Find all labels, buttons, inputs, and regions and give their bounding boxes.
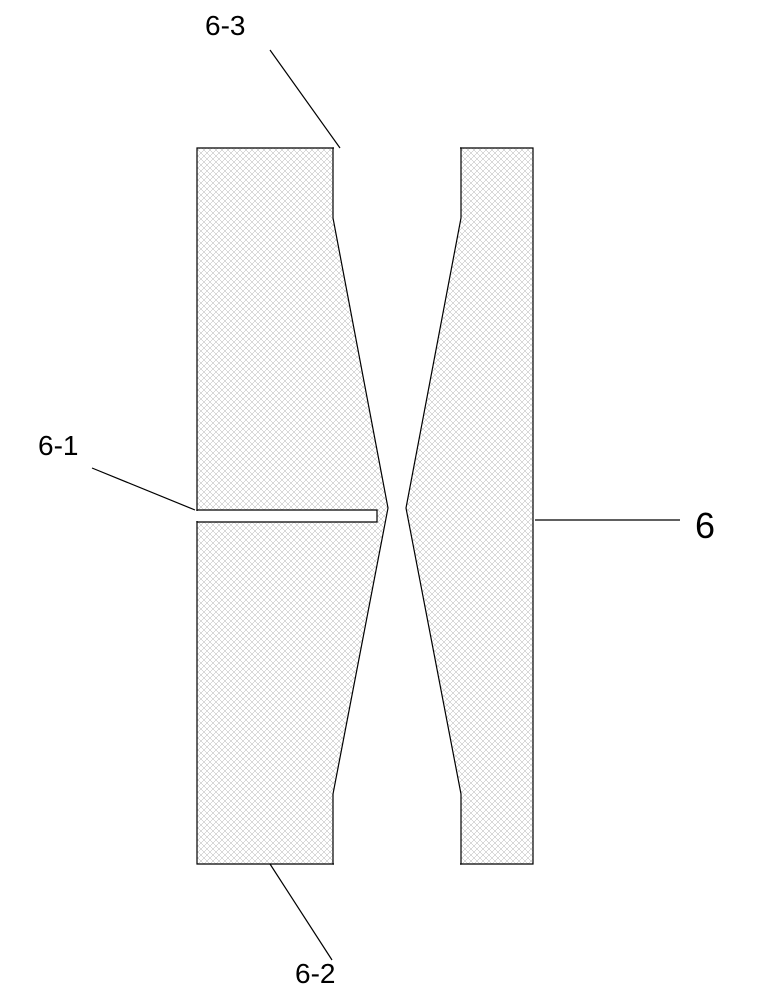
technical-diagram: 6-3 6-1 6-2 6	[0, 0, 784, 1000]
leader-line-left	[92, 468, 195, 510]
label-6-2: 6-2	[295, 958, 335, 990]
main-body	[197, 148, 533, 864]
label-6-3: 6-3	[205, 10, 245, 42]
label-6-1: 6-1	[38, 430, 78, 462]
leader-line-bottom	[270, 864, 332, 960]
diagram-svg	[0, 0, 784, 1000]
label-6: 6	[695, 505, 715, 547]
leader-line-top	[270, 50, 340, 148]
